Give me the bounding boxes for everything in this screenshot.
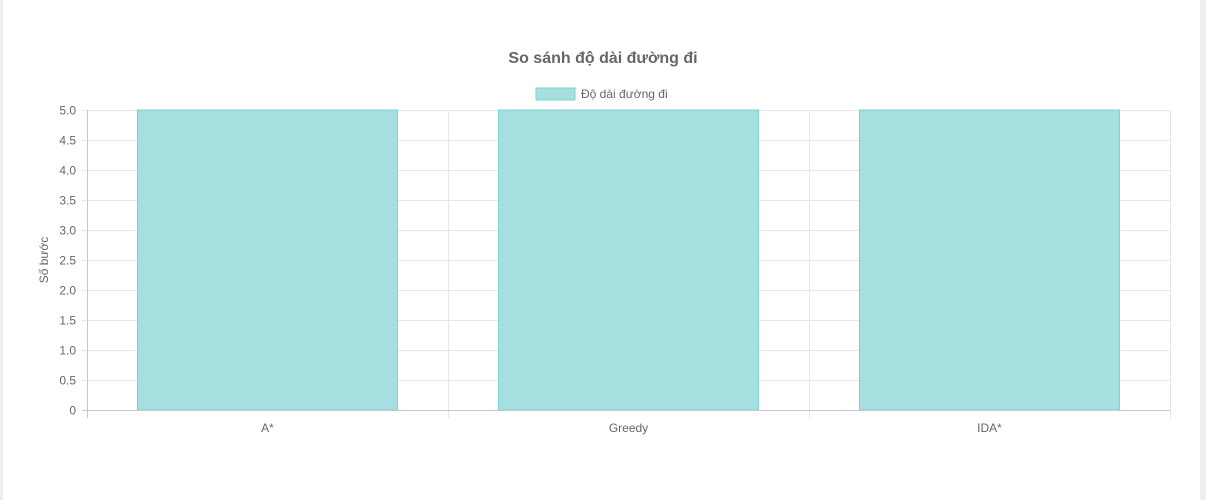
chart-title: So sánh độ dài đường đi [508, 50, 697, 67]
y-tick-label: 4.0 [59, 164, 76, 178]
y-tick-label: 2.0 [59, 284, 76, 298]
y-tick-label: 3.5 [59, 194, 76, 208]
y-tick-label: 0 [69, 404, 76, 418]
legend[interactable]: Độ dài đường đi [535, 87, 668, 101]
tick-labels: 0 0.5 1.0 1.5 2.0 2.5 3.0 3.5 4.0 4.5 5.0 A* Greedy I… [59, 104, 1002, 436]
x-tick-label: A* [261, 421, 274, 435]
x-tick-label: Greedy [609, 421, 648, 435]
y-tick-label: 1.0 [59, 344, 76, 358]
legend-label: Độ dài đường đi [581, 87, 668, 101]
y-tick-label: 3.0 [59, 224, 76, 238]
right-scrollbar-track [1200, 0, 1206, 500]
y-tick-label: 2.5 [59, 254, 76, 268]
left-edge [0, 0, 3, 500]
y-tick-label: 0.5 [59, 374, 76, 388]
bars [137, 109, 1120, 411]
y-tick-label: 1.5 [59, 314, 76, 328]
bar[interactable] [137, 109, 398, 411]
x-tick-label: IDA* [977, 421, 1002, 435]
bar[interactable] [859, 109, 1120, 411]
y-tick-label: 5.0 [59, 104, 76, 118]
y-axis-title: Số bước [37, 237, 51, 284]
bar[interactable] [498, 109, 759, 411]
legend-swatch [535, 87, 576, 101]
y-tick-label: 4.5 [59, 134, 76, 148]
